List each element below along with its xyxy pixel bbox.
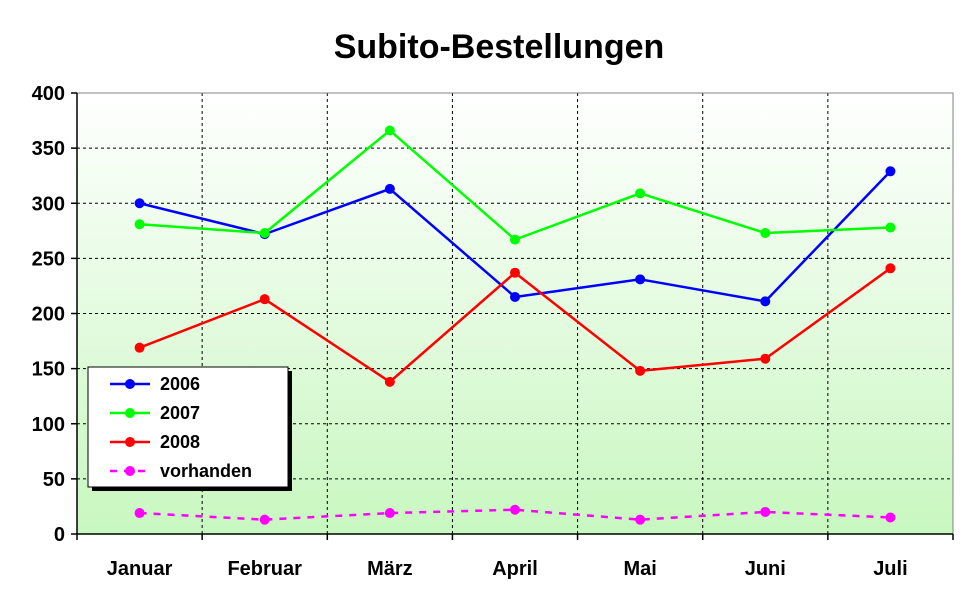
legend-label: vorhanden xyxy=(160,461,252,481)
data-point-2007 xyxy=(384,125,395,136)
data-point-vorhanden xyxy=(384,508,395,519)
legend-label: 2007 xyxy=(160,403,200,423)
legend-label: 2006 xyxy=(160,374,200,394)
x-tick-label: Februar xyxy=(227,558,302,580)
y-tick-label: 400 xyxy=(32,83,65,105)
data-point-vorhanden xyxy=(510,504,520,515)
data-point-2007 xyxy=(885,222,896,233)
data-point-2008 xyxy=(134,342,145,353)
data-point-2006 xyxy=(760,296,771,307)
y-tick-label: 200 xyxy=(32,304,65,326)
x-tick-label: März xyxy=(367,558,413,580)
plot-area: 0 50 100 150 200 250 300 350 400 Januar Februar Mär… xyxy=(32,83,954,580)
legend: 2006 2007 2008 vorhanden xyxy=(87,366,292,491)
x-tick-label: Juni xyxy=(745,558,786,580)
data-point-vorhanden xyxy=(635,514,646,525)
chart-title: Subito-Bestellungen xyxy=(334,28,665,66)
legend-swatch-marker xyxy=(125,408,135,418)
y-tick-label: 250 xyxy=(32,248,65,270)
y-tick-label: 150 xyxy=(32,359,65,381)
y-tick-label: 0 xyxy=(54,524,65,546)
legend-label: 2008 xyxy=(160,432,200,452)
y-tick-label: 350 xyxy=(32,138,65,160)
data-point-2006 xyxy=(885,166,896,177)
x-tick-label: Juli xyxy=(873,558,907,580)
data-point-2007 xyxy=(760,228,771,239)
data-point-2006 xyxy=(510,291,520,302)
data-point-2007 xyxy=(259,228,270,239)
legend-swatch-marker xyxy=(125,437,135,447)
data-point-2006 xyxy=(635,274,646,285)
data-point-vorhanden xyxy=(134,508,145,519)
data-point-2008 xyxy=(760,353,771,364)
data-point-vorhanden xyxy=(760,506,771,517)
legend-box xyxy=(87,366,289,488)
y-tick-label: 300 xyxy=(32,193,65,215)
data-point-2006 xyxy=(384,183,395,194)
legend-swatch-marker xyxy=(125,379,135,389)
data-point-2008 xyxy=(510,267,520,278)
y-tick-label: 50 xyxy=(43,469,65,491)
data-point-vorhanden xyxy=(259,514,270,525)
x-tick-label: Januar xyxy=(107,558,173,580)
data-point-2006 xyxy=(134,198,145,209)
y-tick-label: 100 xyxy=(32,414,65,436)
data-point-2007 xyxy=(134,219,145,230)
data-point-vorhanden xyxy=(885,512,896,523)
data-point-2007 xyxy=(510,234,520,245)
data-point-2007 xyxy=(635,188,646,199)
data-point-2008 xyxy=(635,365,646,376)
x-tick-label: Mai xyxy=(623,558,656,580)
legend-swatch-marker xyxy=(125,466,135,476)
data-point-2008 xyxy=(885,263,896,274)
data-point-2008 xyxy=(384,376,395,387)
data-point-2008 xyxy=(259,294,270,305)
x-tick-label: April xyxy=(492,558,538,580)
